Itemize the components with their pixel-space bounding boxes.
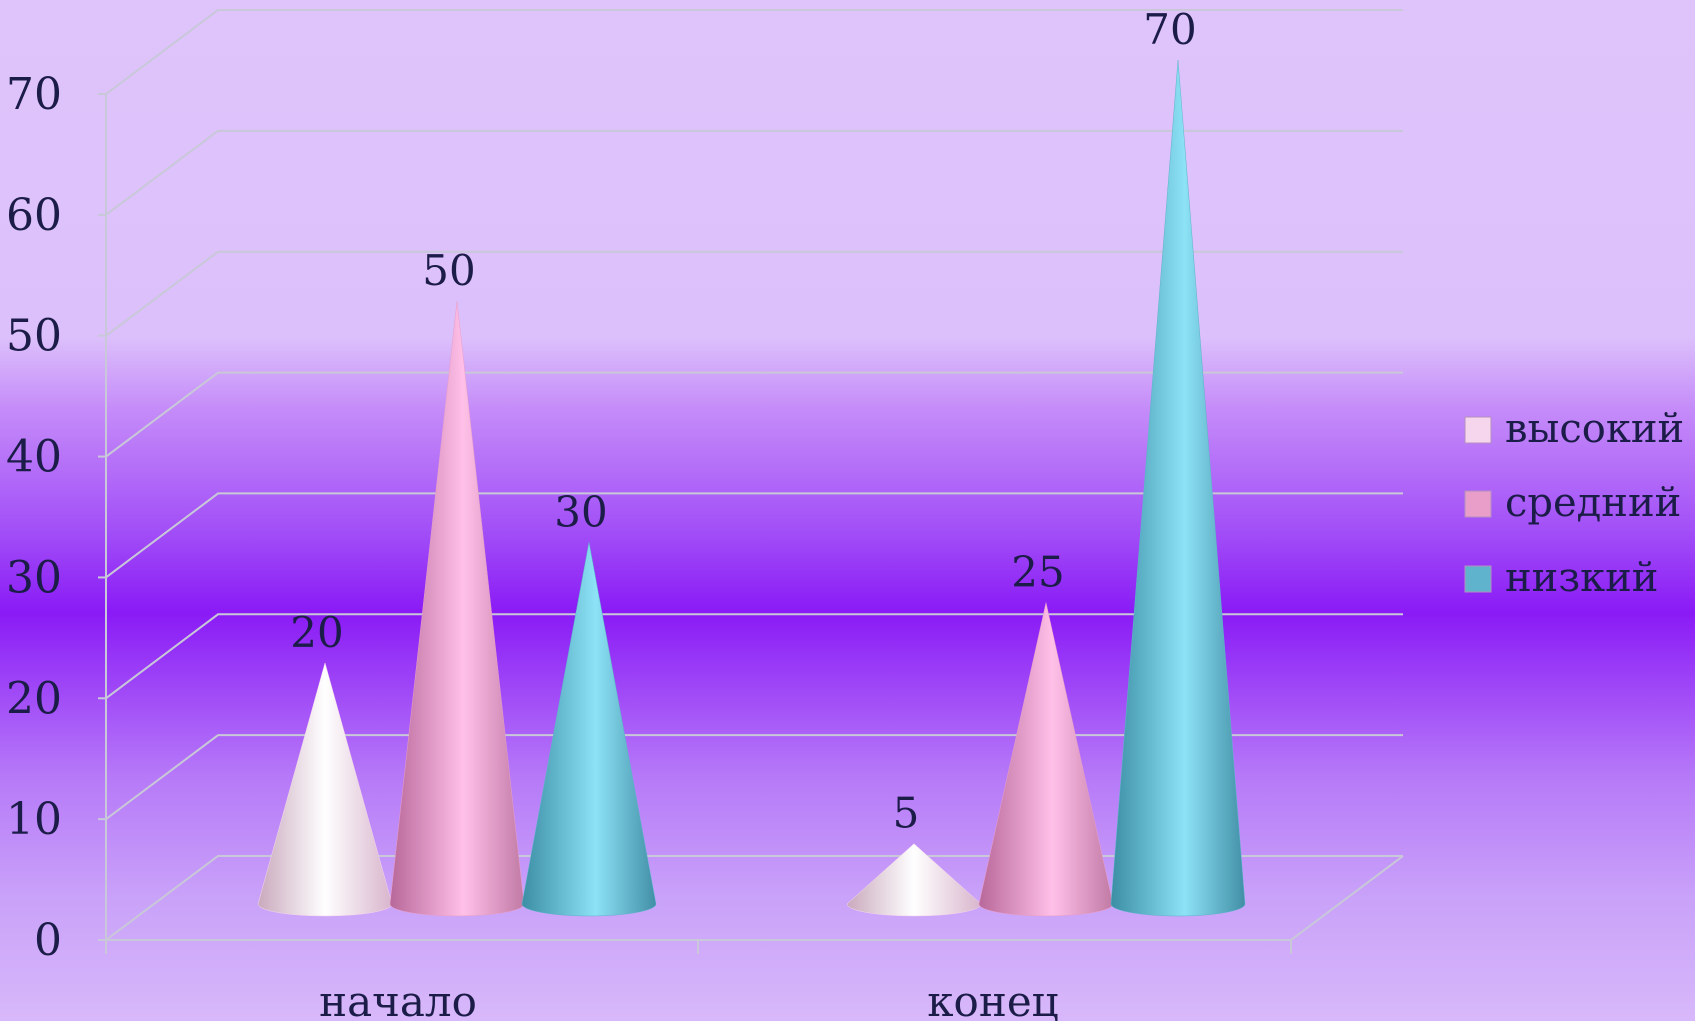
cone-body (389, 301, 525, 917)
legend-label: низкий (1505, 555, 1658, 601)
y-axis-ticks: 0 10 20 30 40 50 60 70 (6, 69, 106, 966)
gridline (105, 250, 1403, 337)
cone-body (257, 661, 393, 917)
legend-swatch (1464, 416, 1492, 444)
data-label: 25 (1011, 548, 1064, 597)
cones (257, 59, 1246, 917)
y-tick-label: 60 (6, 190, 62, 241)
data-label: 50 (422, 246, 475, 295)
cone-bar (521, 542, 657, 917)
y-tick-label: 50 (6, 311, 62, 362)
y-tick-label: 10 (6, 794, 62, 845)
gridlines (105, 9, 1403, 941)
gridline (105, 734, 1403, 820)
data-label: 5 (893, 789, 920, 838)
legend-label: высокий (1505, 406, 1684, 452)
y-tick-label: 0 (34, 915, 62, 966)
axis-frame (105, 94, 1404, 954)
data-labels: 20 5 50 25 30 70 (290, 5, 1196, 838)
data-label: 30 (554, 487, 607, 536)
y-tick-label: 20 (6, 673, 62, 724)
legend-swatch (1464, 565, 1492, 593)
cone-bar (389, 301, 525, 917)
category-label: конец (927, 977, 1058, 1021)
cone-bar (978, 602, 1114, 917)
cone-body (1110, 59, 1246, 917)
gridline (105, 9, 1403, 95)
data-label: 70 (1143, 5, 1196, 54)
gridline (105, 492, 1403, 579)
y-tick-label: 30 (6, 552, 62, 603)
legend-label: средний (1505, 480, 1681, 526)
y-tick-label: 70 (6, 69, 62, 120)
gridline (105, 613, 1403, 700)
floor-right-edge (1290, 855, 1404, 941)
y-tick-label: 40 (6, 432, 62, 483)
data-label: 20 (290, 608, 343, 657)
cone-body (846, 843, 982, 917)
gridline (105, 371, 1403, 458)
cone-bar (1110, 59, 1246, 917)
legend-swatch (1464, 490, 1492, 518)
legend: высокий средний низкий (1464, 406, 1684, 601)
cone-bar (846, 843, 982, 917)
cone-body (521, 542, 657, 917)
cone-bar (257, 661, 393, 917)
cone-body (978, 602, 1114, 917)
gridline (105, 129, 1403, 216)
category-label: начало (319, 977, 477, 1021)
